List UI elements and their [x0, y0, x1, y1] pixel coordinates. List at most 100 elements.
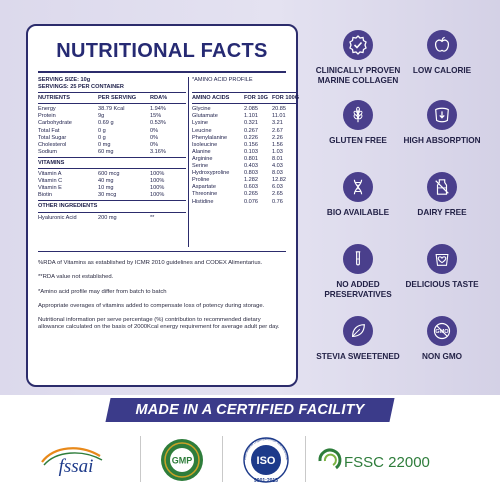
amino-acid-table: Glycine 2.085 20.85 Glutamate 1.101 11.01 Lysi… — [192, 106, 296, 205]
table-cell: Histidine — [192, 198, 214, 205]
divider — [38, 168, 186, 170]
title-divider — [38, 71, 286, 73]
table-cell: Sodium — [38, 148, 57, 155]
table-row: Hyaluronic Acid 200 mg ** — [38, 215, 186, 222]
table-row: Serine 0.403 4.03 — [192, 163, 296, 170]
table-cell: 1.282 — [244, 177, 258, 184]
table-cell: 11.01 — [272, 113, 286, 120]
check-badge-icon — [343, 30, 373, 60]
table-cell: 0% — [150, 127, 159, 134]
fssc-logo: FSSC 22000 — [314, 436, 450, 484]
table-cell: 1.101 — [244, 113, 258, 120]
table-cell: Arginine — [192, 155, 213, 162]
table-cell: 200 mg — [98, 214, 117, 221]
divider — [192, 103, 296, 105]
gmp-logo: GMP — [158, 436, 206, 484]
table-row: Lysine 0.321 3.21 — [192, 120, 296, 127]
table-row: Alanine 0.103 1.03 — [192, 149, 296, 156]
feature-dairy-free: DAIRY FREE — [396, 172, 488, 218]
header-amino-acids: AMINO ACIDS — [192, 95, 230, 102]
table-row: Hydroxyproline 0.803 8.03 — [192, 170, 296, 177]
divider — [38, 92, 186, 94]
table-cell: Cholesterol — [38, 141, 67, 148]
feature-low-calorie: LOW CALORIE — [396, 30, 488, 76]
table-row: Sodium 60 mg 3.16% — [38, 149, 186, 156]
table-row: Isoleucine 0.156 1.56 — [192, 142, 296, 149]
footnote: **RDA value not established. — [38, 274, 114, 281]
servings-per-container: SERVINGS: 25 PER CONTAINER — [38, 84, 124, 91]
feature-bio-available: BIO AVAILABLE — [312, 172, 404, 218]
fssc-text: FSSC 22000 — [344, 454, 430, 471]
table-cell: 3.21 — [272, 120, 283, 127]
iso-text: ISO — [257, 455, 276, 467]
table-cell: 0.69 g — [98, 120, 114, 127]
table-row: Vitamin A 600 mcg 100% — [38, 171, 186, 178]
leaf-icon — [343, 316, 373, 346]
table-cell: ** — [150, 214, 155, 221]
certified-facility-text: MADE IN A CERTIFIED FACILITY — [135, 402, 365, 418]
feature-label: HIGH ABSORPTION — [403, 136, 481, 145]
table-row: Total Sugar 0 g 0% — [38, 135, 186, 142]
table-cell: Protein — [38, 113, 56, 120]
table-cell: 20.85 — [272, 106, 286, 113]
table-row: Glutamate 1.101 11.01 — [192, 113, 296, 120]
feature-label: GLUTEN FREE — [329, 136, 387, 145]
table-cell: 0.226 — [244, 134, 258, 141]
amino-header: AMINO ACIDS FOR 10G FOR 100G — [192, 95, 299, 102]
iso-standard-text: 9001:2015 — [254, 478, 278, 484]
card-title: NUTRITIONAL FACTS — [56, 40, 268, 62]
table-cell: Carbohydrate — [38, 120, 72, 127]
table-cell: 10 mg — [98, 185, 114, 192]
non-gmo-icon: GMO — [427, 316, 457, 346]
table-cell: 100% — [150, 178, 165, 185]
table-cell: Aspartate — [192, 184, 216, 191]
footnote: *Amino acid profile may differ from batc… — [38, 288, 167, 295]
table-row: Threonine 0.265 2.65 — [192, 191, 296, 198]
table-cell: Total Sugar — [38, 134, 67, 141]
feature-stevia-sweetened: STEVIA SWEETENED — [312, 316, 404, 362]
table-cell: Energy — [38, 106, 56, 113]
feature-no-added-preservatives: NO ADDED PRESERVATIVES — [312, 244, 404, 299]
feature-label: BIO AVAILABLE — [326, 208, 390, 217]
table-cell: 0.321 — [244, 120, 258, 127]
divider — [38, 211, 186, 213]
table-cell: Isoleucine — [192, 141, 218, 148]
header-rda: RDA% — [150, 95, 168, 102]
table-cell: Threonine — [192, 191, 218, 198]
table-cell: 1.56 — [272, 141, 283, 148]
feature-label: NON GMO — [421, 352, 463, 361]
table-cell: 12.82 — [272, 177, 286, 184]
table-cell: 0.265 — [244, 191, 258, 198]
feature-label: DELICIOUS TASTE — [405, 280, 479, 289]
table-cell: 2.26 — [272, 134, 283, 141]
table-row: Carbohydrate 0.69 g 0.53% — [38, 120, 186, 127]
table-row: Arginine 0.801 8.01 — [192, 156, 296, 163]
table-cell: Hydroxyproline — [192, 170, 230, 177]
table-cell: 8.01 — [272, 155, 283, 162]
table-cell: 0.803 — [244, 170, 258, 177]
table-cell: 0.603 — [244, 184, 258, 191]
test-tube-icon — [343, 244, 373, 274]
table-row: Vitamin C 40 mg 100% — [38, 178, 186, 185]
feature-label: CLINICALLY PROVEN MARINE COLLAGEN — [315, 66, 401, 85]
vitamins-table: Vitamin A 600 mcg 100% Vitamin C 40 mg 100% Vi… — [38, 171, 186, 199]
table-row: Histidine 0.076 0.76 — [192, 199, 296, 206]
table-cell: 2.67 — [272, 127, 283, 134]
table-cell: 0 g — [98, 127, 106, 134]
header-per-serving: PER SERVING — [98, 95, 137, 102]
nutrients-column: SERVING SIZE: 10g SERVINGS: 25 PER CONTA… — [38, 77, 186, 222]
table-cell: Alanine — [192, 148, 211, 155]
table-cell: 1.03 — [272, 148, 283, 155]
footnote: %RDA of Vitamins as established by ICMR … — [38, 260, 263, 266]
table-cell: Vitamin C — [38, 178, 63, 185]
logo-separator — [140, 436, 141, 482]
dna-icon — [343, 172, 373, 202]
table-row: Glycine 2.085 20.85 — [192, 106, 296, 113]
table-cell: Proline — [192, 177, 210, 184]
table-cell: Glutamate — [192, 113, 218, 120]
table-cell: 0.103 — [244, 148, 258, 155]
feature-non-gmo: GMO NON GMO — [396, 316, 488, 362]
table-cell: 0.76 — [272, 198, 283, 205]
table-cell: 0.403 — [244, 163, 258, 170]
table-cell: 9g — [98, 113, 105, 120]
